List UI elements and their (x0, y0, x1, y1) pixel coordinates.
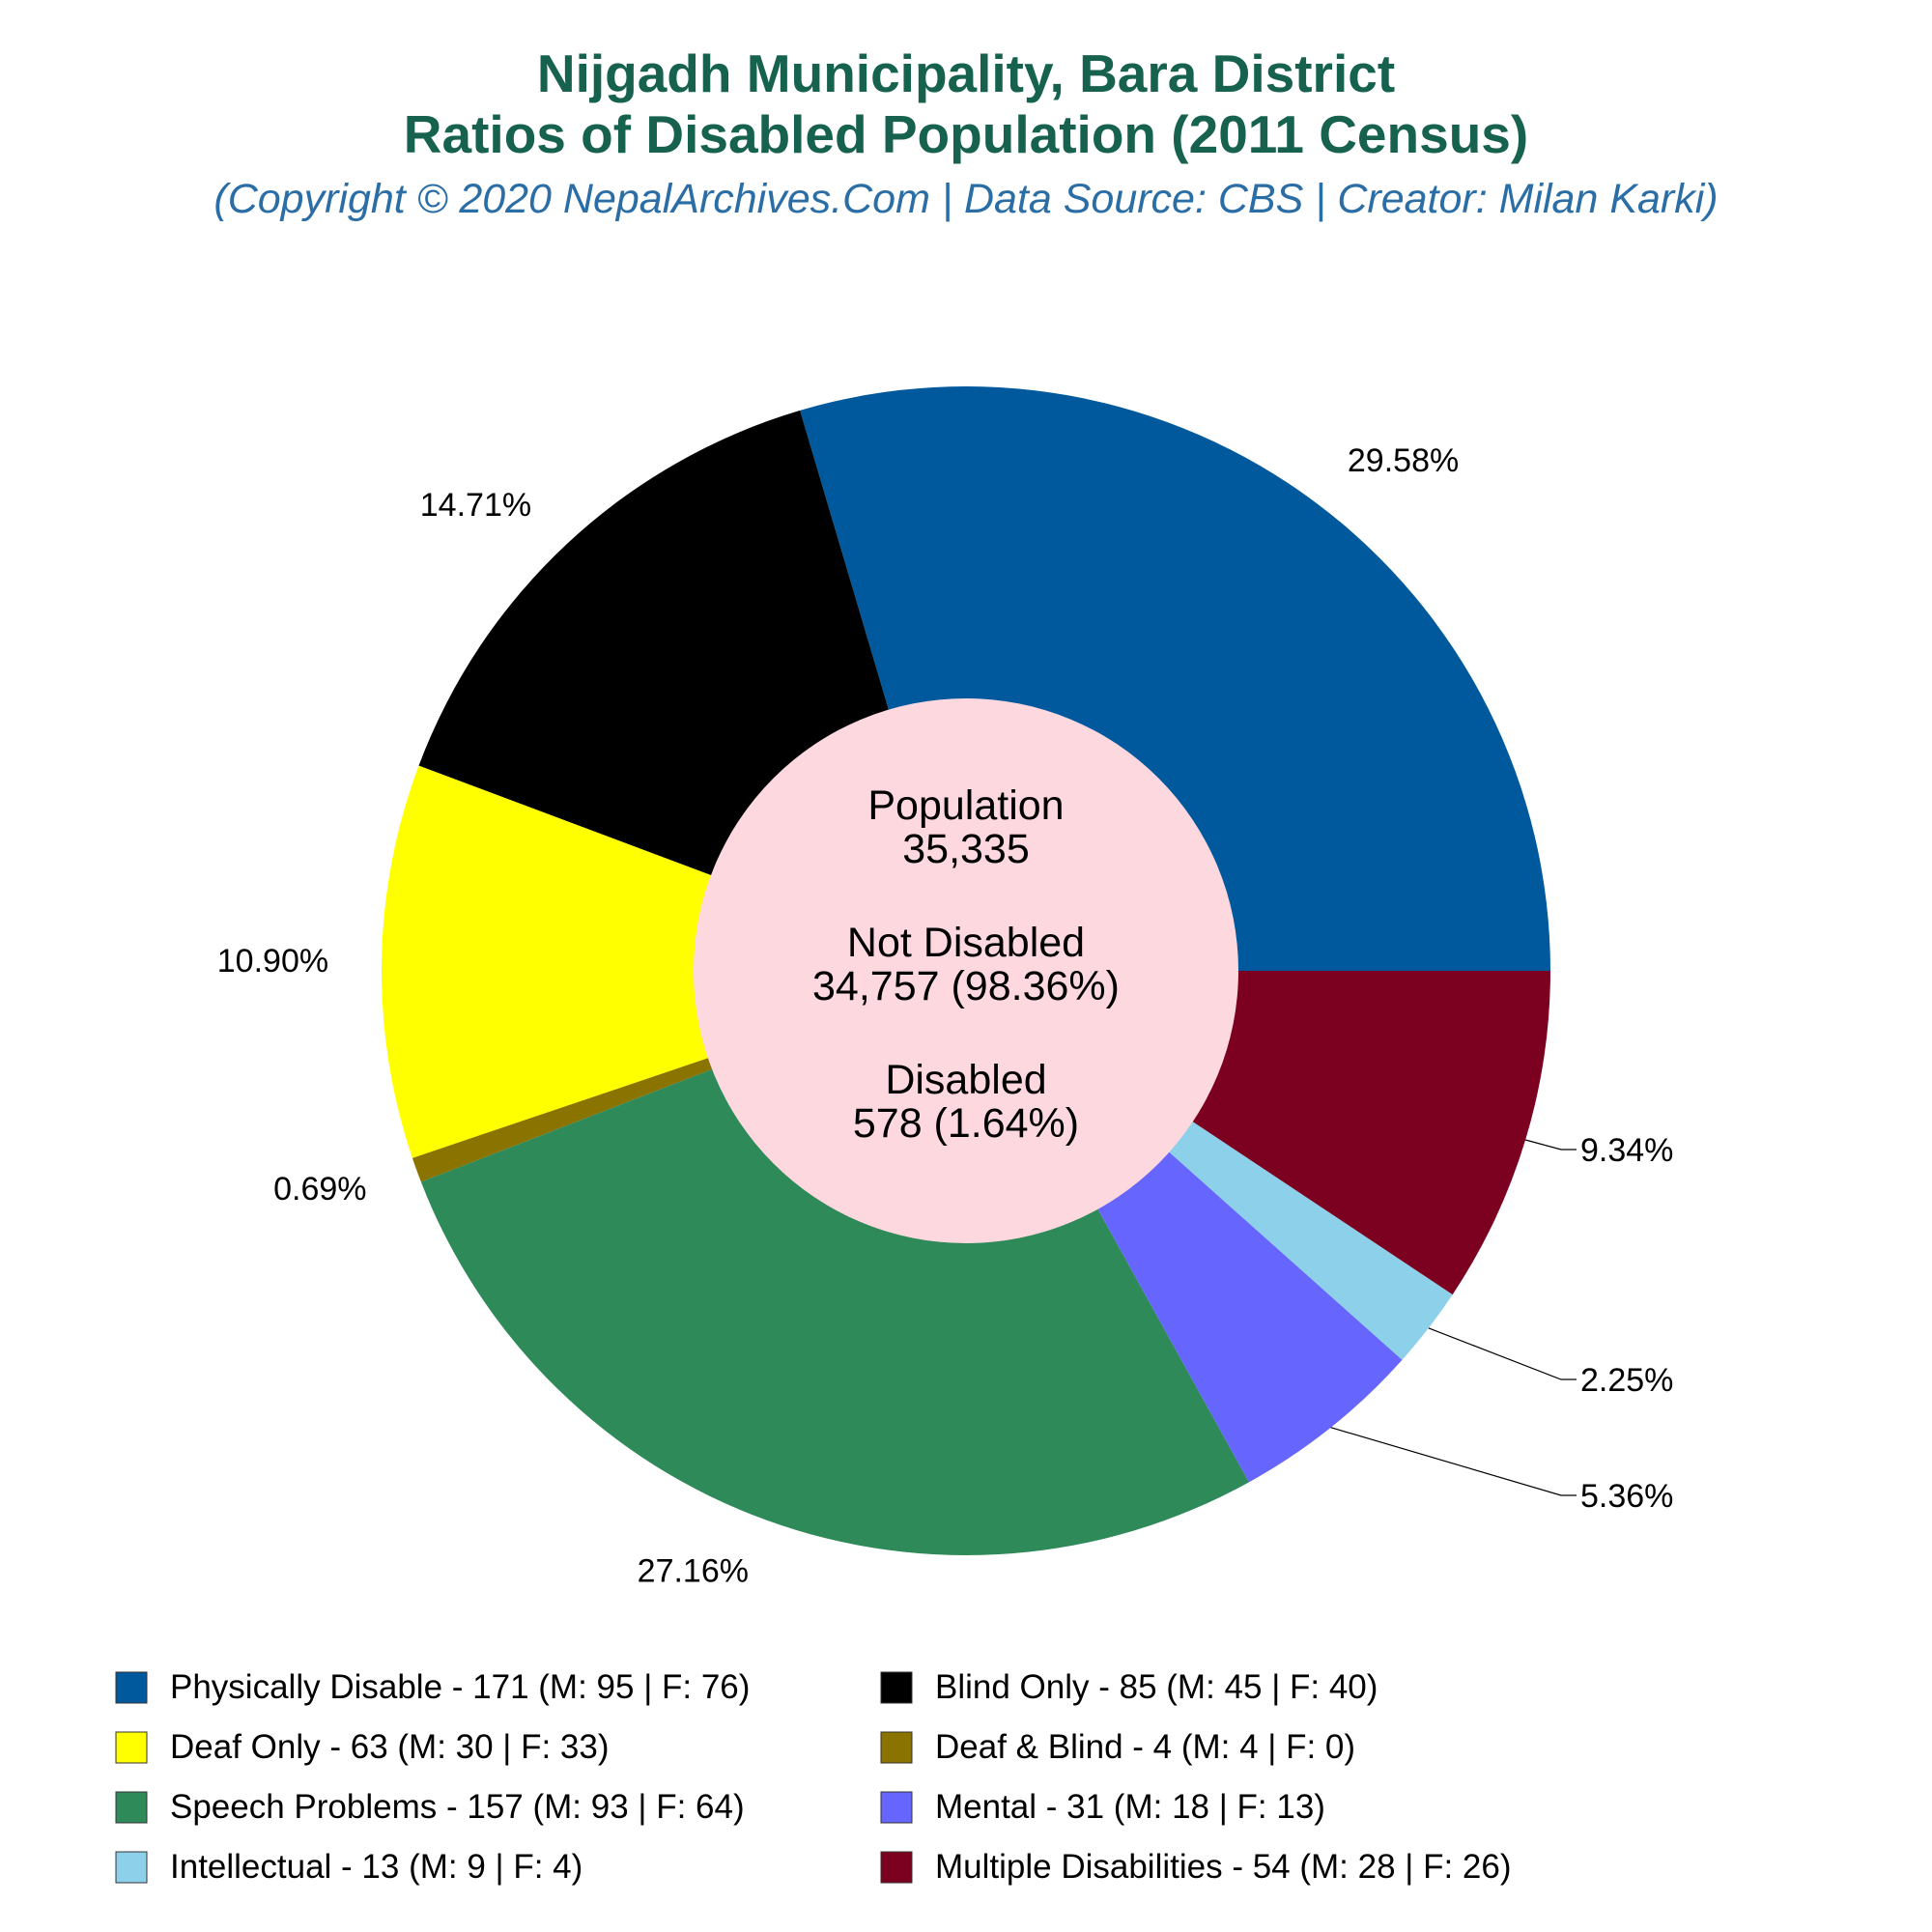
center-disabled-label: Disabled (885, 1057, 1046, 1103)
leader-line (1428, 1327, 1577, 1380)
legend-entry: Deaf Only - 63 (M: 30 | F: 33) (170, 1728, 610, 1766)
legend-entry: Deaf & Blind - 4 (M: 4 | F: 0) (935, 1728, 1355, 1766)
center-population-label: Population (867, 782, 1064, 829)
legend-swatch (880, 1851, 913, 1884)
percent-label: 2.25% (1580, 1362, 1673, 1399)
center-disabled-value: 578 (1.64%) (853, 1100, 1079, 1147)
pie-slice-deaf-only (382, 765, 966, 1158)
percent-label: 10.90% (217, 943, 328, 980)
label-leader-lines (1330, 1139, 1577, 1496)
legend-entry: Intellectual - 13 (M: 9 | F: 4) (170, 1848, 582, 1886)
chart-title-line1: Nijgadh Municipality, Bara District (537, 43, 1395, 103)
legend-entry: Blind Only - 85 (M: 45 | F: 40) (935, 1668, 1378, 1706)
percent-label: 27.16% (638, 1553, 749, 1590)
legend-swatch (115, 1851, 148, 1884)
legend-swatch (115, 1671, 148, 1704)
legend-swatch (880, 1731, 913, 1764)
legend-entry: Mental - 31 (M: 18 | F: 13) (935, 1788, 1325, 1826)
center-not-disabled-value: 34,757 (98.36%) (812, 963, 1120, 1009)
chart-subtitle: (Copyright © 2020 NepalArchives.Com | Da… (213, 176, 1718, 222)
percent-label: 29.58% (1348, 442, 1459, 479)
legend-entry: Speech Problems - 157 (M: 93 | F: 64) (170, 1788, 745, 1826)
center-disc (694, 698, 1238, 1243)
legend: Physically Disable - 171 (M: 95 | F: 76)… (115, 1668, 1512, 1886)
legend-entry: Multiple Disabilities - 54 (M: 28 | F: 2… (935, 1848, 1512, 1886)
center-population-value: 35,335 (902, 826, 1030, 872)
chart-title-line2: Ratios of Disabled Population (2011 Cens… (404, 104, 1528, 164)
legend-swatch (880, 1671, 913, 1704)
percent-label: 5.36% (1580, 1478, 1673, 1515)
percent-label: 9.34% (1580, 1132, 1673, 1169)
center-not-disabled-label: Not Disabled (847, 920, 1085, 966)
legend-swatch (115, 1731, 148, 1764)
legend-swatch (115, 1791, 148, 1824)
percent-label: 14.71% (420, 487, 531, 524)
percent-label: 0.69% (273, 1171, 366, 1208)
legend-entry: Physically Disable - 171 (M: 95 | F: 76) (170, 1668, 750, 1706)
leader-line (1524, 1139, 1577, 1151)
legend-swatch (880, 1791, 913, 1824)
percent-labels: 29.58% 14.71% 10.90% 0.69% 27.16% 5.36% 2.25% 9… (217, 442, 1674, 1589)
leader-line (1330, 1427, 1577, 1496)
